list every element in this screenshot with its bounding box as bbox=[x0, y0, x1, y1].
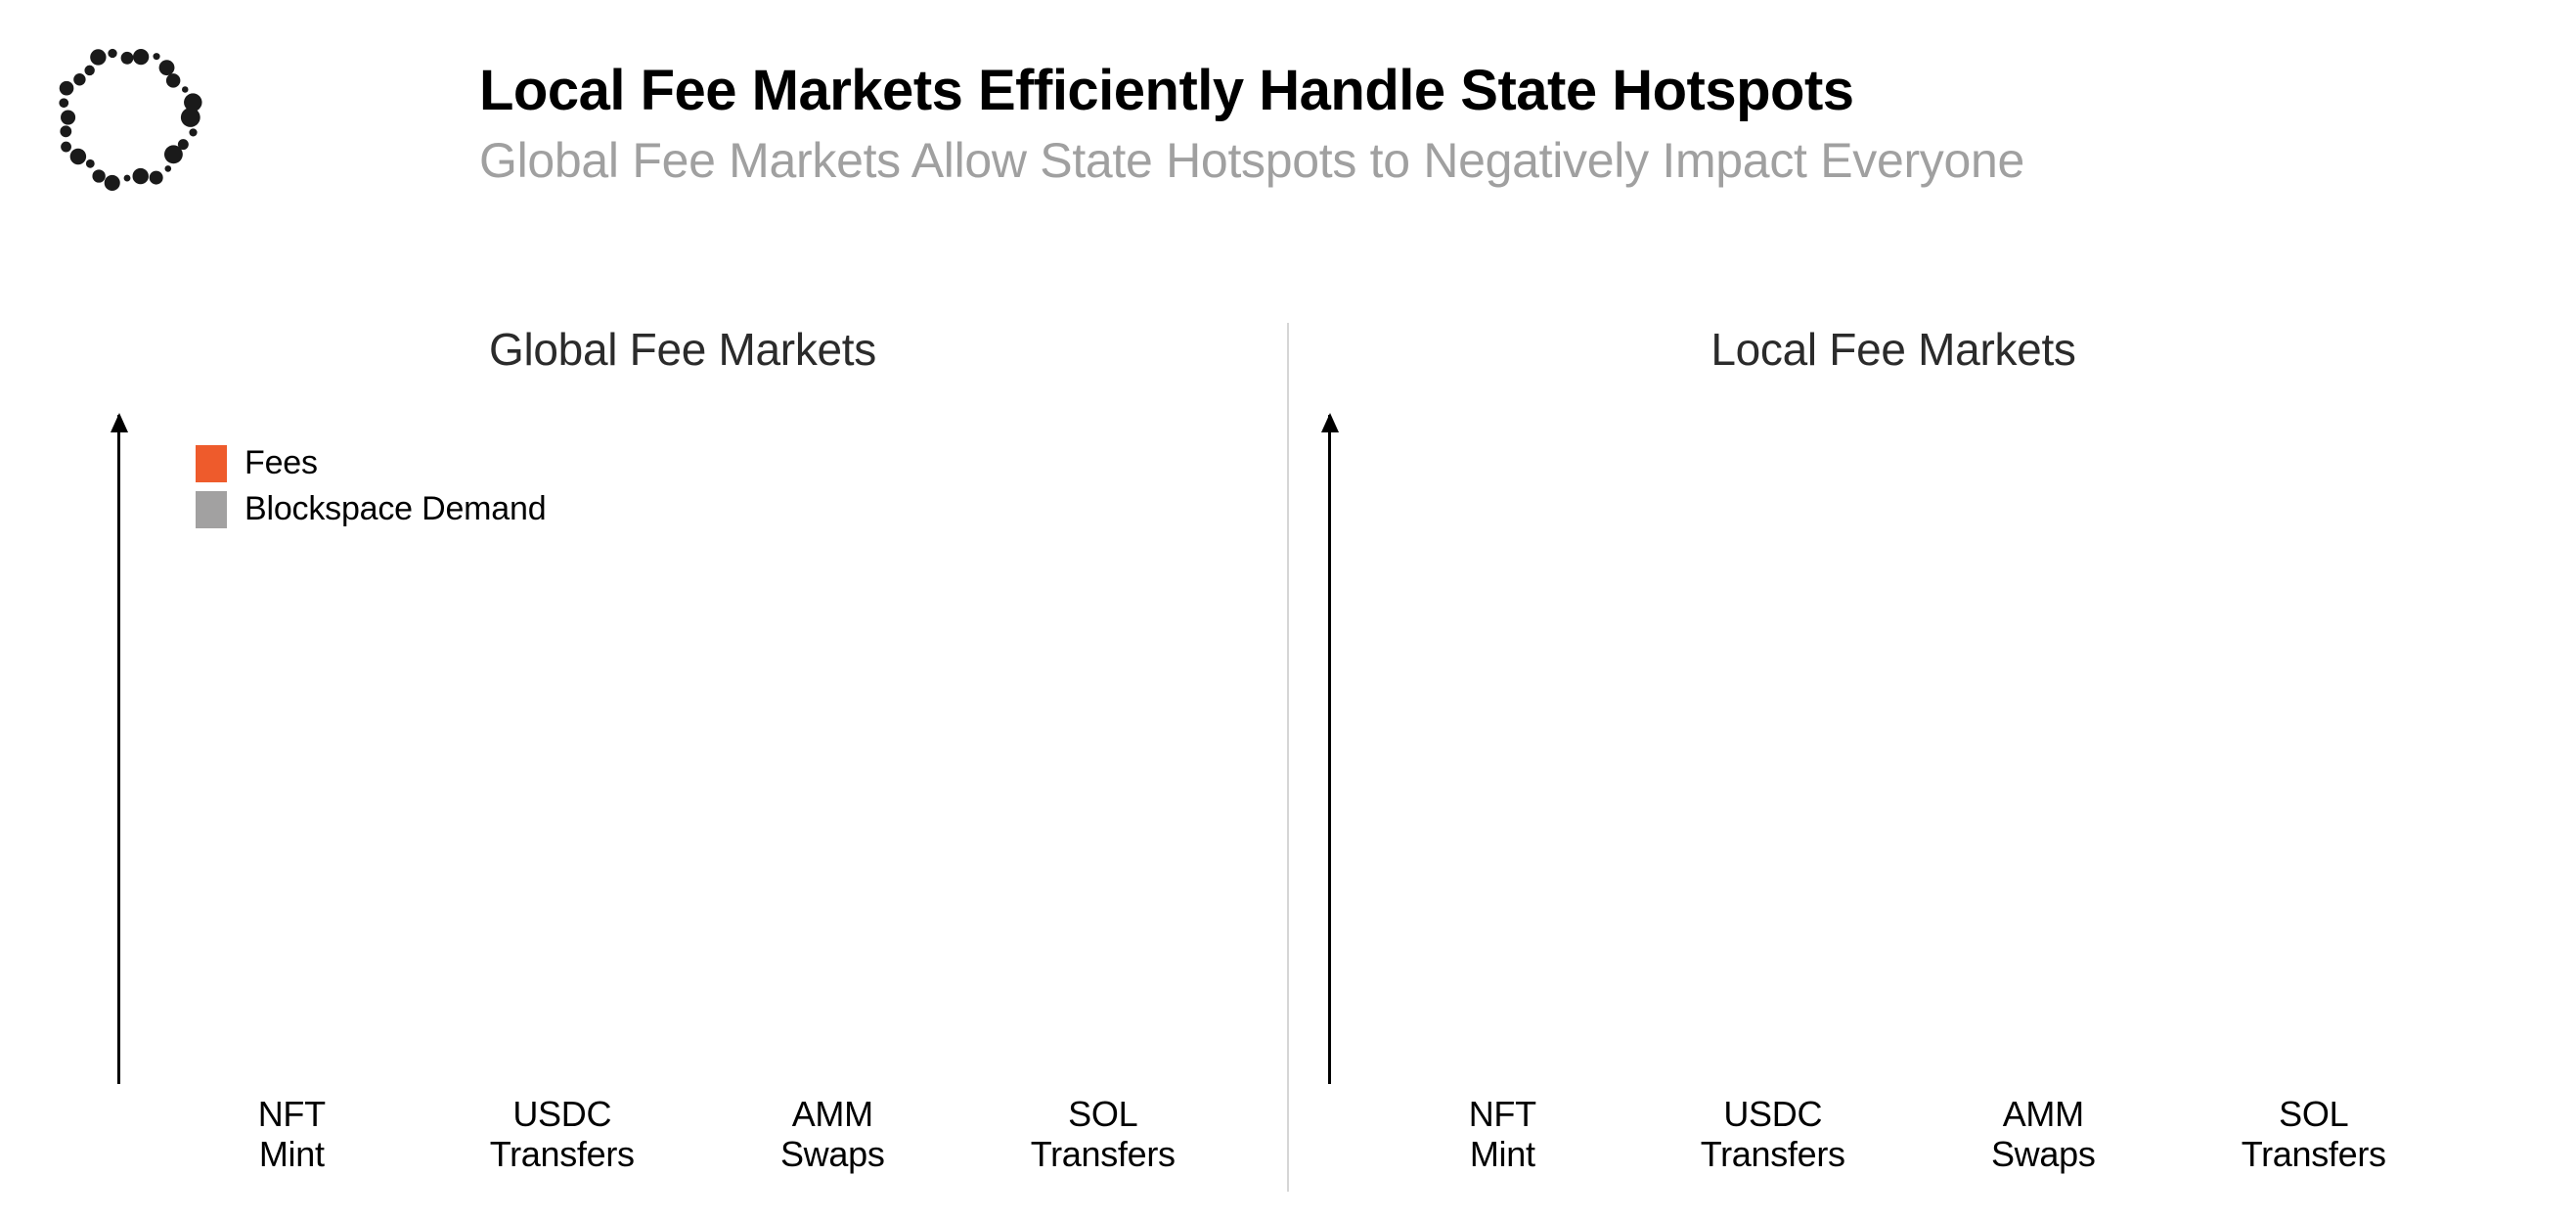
legend-item: Blockspace Demand bbox=[196, 490, 546, 528]
y-axis bbox=[117, 415, 120, 1084]
panel-divider bbox=[1287, 323, 1289, 1192]
charts-container: Global Fee Markets Fees Blockspace Demand… bbox=[98, 323, 2478, 1192]
chart-title-right: Local Fee Markets bbox=[1309, 323, 2478, 376]
plot-area-right: NFTMint USDCTransfers AMMSwaps SOLTransfers bbox=[1309, 415, 2478, 1192]
x-axis-label: SOLTransfers bbox=[984, 1094, 1221, 1192]
header: Local Fee Markets Efficiently Handle Sta… bbox=[479, 59, 2478, 191]
y-axis bbox=[1328, 415, 1331, 1084]
chart-panel-right: Local Fee Markets NFTMint USDCTransfers AM… bbox=[1309, 323, 2478, 1192]
x-axis-label: USDCTransfers bbox=[443, 1094, 681, 1192]
x-labels: NFTMint USDCTransfers AMMSwaps SOLTransfers bbox=[156, 1094, 1238, 1192]
page-subtitle: Global Fee Markets Allow State Hotspots … bbox=[479, 130, 2478, 192]
legend-label: Blockspace Demand bbox=[244, 490, 546, 528]
x-labels: NFTMint USDCTransfers AMMSwaps SOLTransfers bbox=[1367, 1094, 2449, 1192]
x-axis-label: NFTMint bbox=[173, 1094, 411, 1192]
chart-panel-left: Global Fee Markets Fees Blockspace Demand… bbox=[98, 323, 1267, 1192]
x-axis-label: AMMSwaps bbox=[714, 1094, 952, 1192]
x-axis-label: USDCTransfers bbox=[1654, 1094, 1891, 1192]
logo-icon bbox=[39, 29, 215, 205]
legend: Fees Blockspace Demand bbox=[196, 444, 546, 536]
legend-swatch bbox=[196, 445, 227, 482]
page-title: Local Fee Markets Efficiently Handle Sta… bbox=[479, 59, 2478, 124]
x-axis-label: NFTMint bbox=[1384, 1094, 1621, 1192]
x-axis-label: SOLTransfers bbox=[2195, 1094, 2432, 1192]
chart-title-left: Global Fee Markets bbox=[98, 323, 1267, 376]
plot-area-left: Fees Blockspace Demand NFTMint USDCTransfe… bbox=[98, 415, 1267, 1192]
legend-item: Fees bbox=[196, 444, 546, 482]
bars-row bbox=[1367, 415, 2449, 1084]
x-axis-label: AMMSwaps bbox=[1925, 1094, 2162, 1192]
legend-swatch bbox=[196, 491, 227, 528]
legend-label: Fees bbox=[244, 444, 318, 482]
